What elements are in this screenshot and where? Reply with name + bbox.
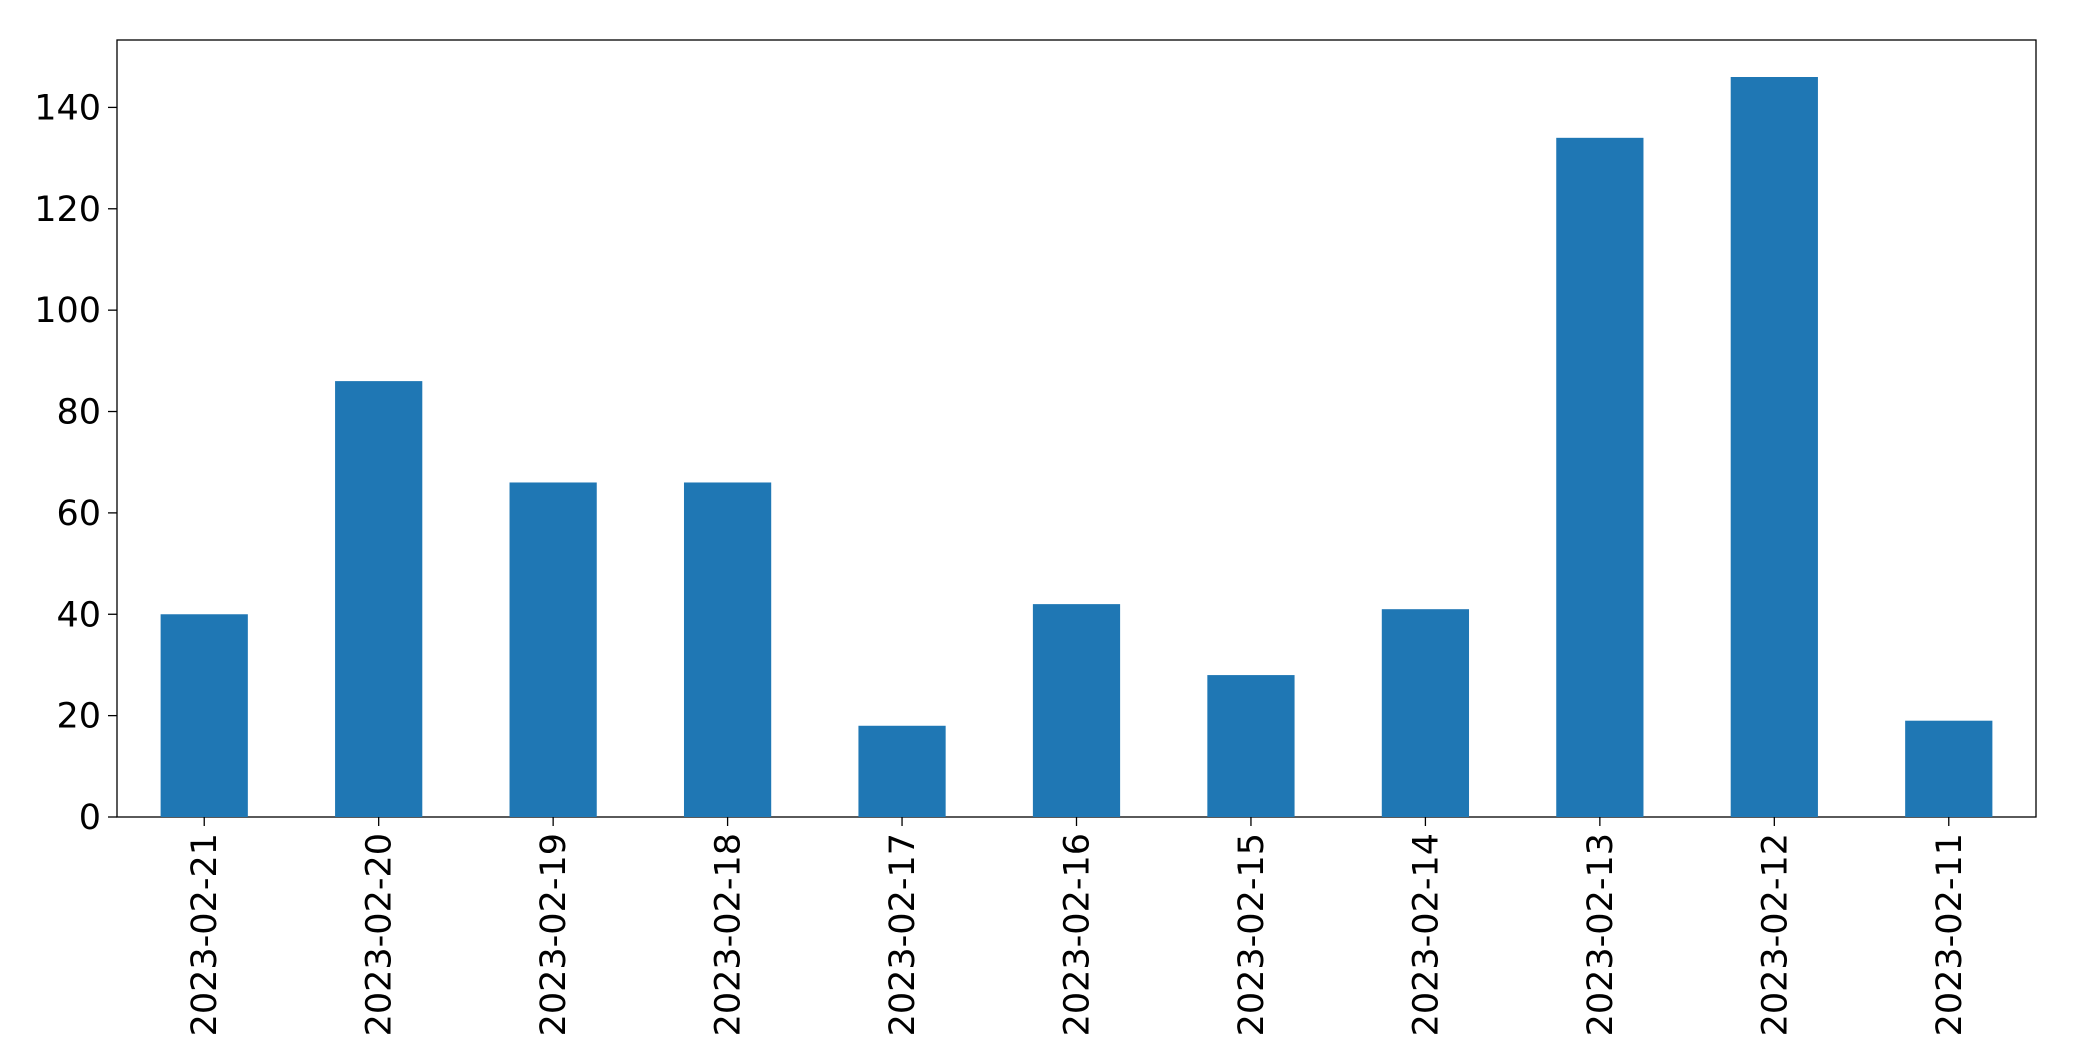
bar [1207,675,1295,817]
y-tick-label: 20 [56,697,101,737]
x-tick-label: 2023-02-16 [1058,833,1098,1036]
x-tick-label: 2023-02-17 [883,833,923,1036]
y-tick-label: 80 [56,393,101,433]
bar [1032,604,1121,817]
y-tick-label: 100 [34,291,101,331]
x-tick-label: 2023-02-13 [1581,833,1621,1036]
bar [1905,720,1993,817]
x-tick-label: 2023-02-18 [709,833,749,1036]
y-tick-label: 40 [56,595,101,635]
bar [683,482,772,817]
x-tick-label: 2023-02-15 [1232,833,1272,1036]
bar [1556,137,1644,818]
y-tick-label: 120 [34,190,101,230]
x-tick-label: 2023-02-11 [1930,833,1970,1036]
bar [335,381,423,817]
bar [1730,77,1818,817]
y-tick-label: 60 [56,494,101,534]
bar [509,482,597,817]
y-tick-label: 140 [34,88,101,128]
x-tick-label: 2023-02-12 [1755,833,1795,1036]
bar [858,725,946,817]
bar [1381,609,1470,817]
y-tick-label: 0 [79,798,101,838]
x-tick-label: 2023-02-21 [185,833,225,1036]
x-tick-label: 2023-02-19 [534,833,574,1036]
x-tick-label: 2023-02-14 [1406,833,1446,1036]
bar [160,614,248,817]
x-tick-label: 2023-02-20 [360,833,400,1036]
